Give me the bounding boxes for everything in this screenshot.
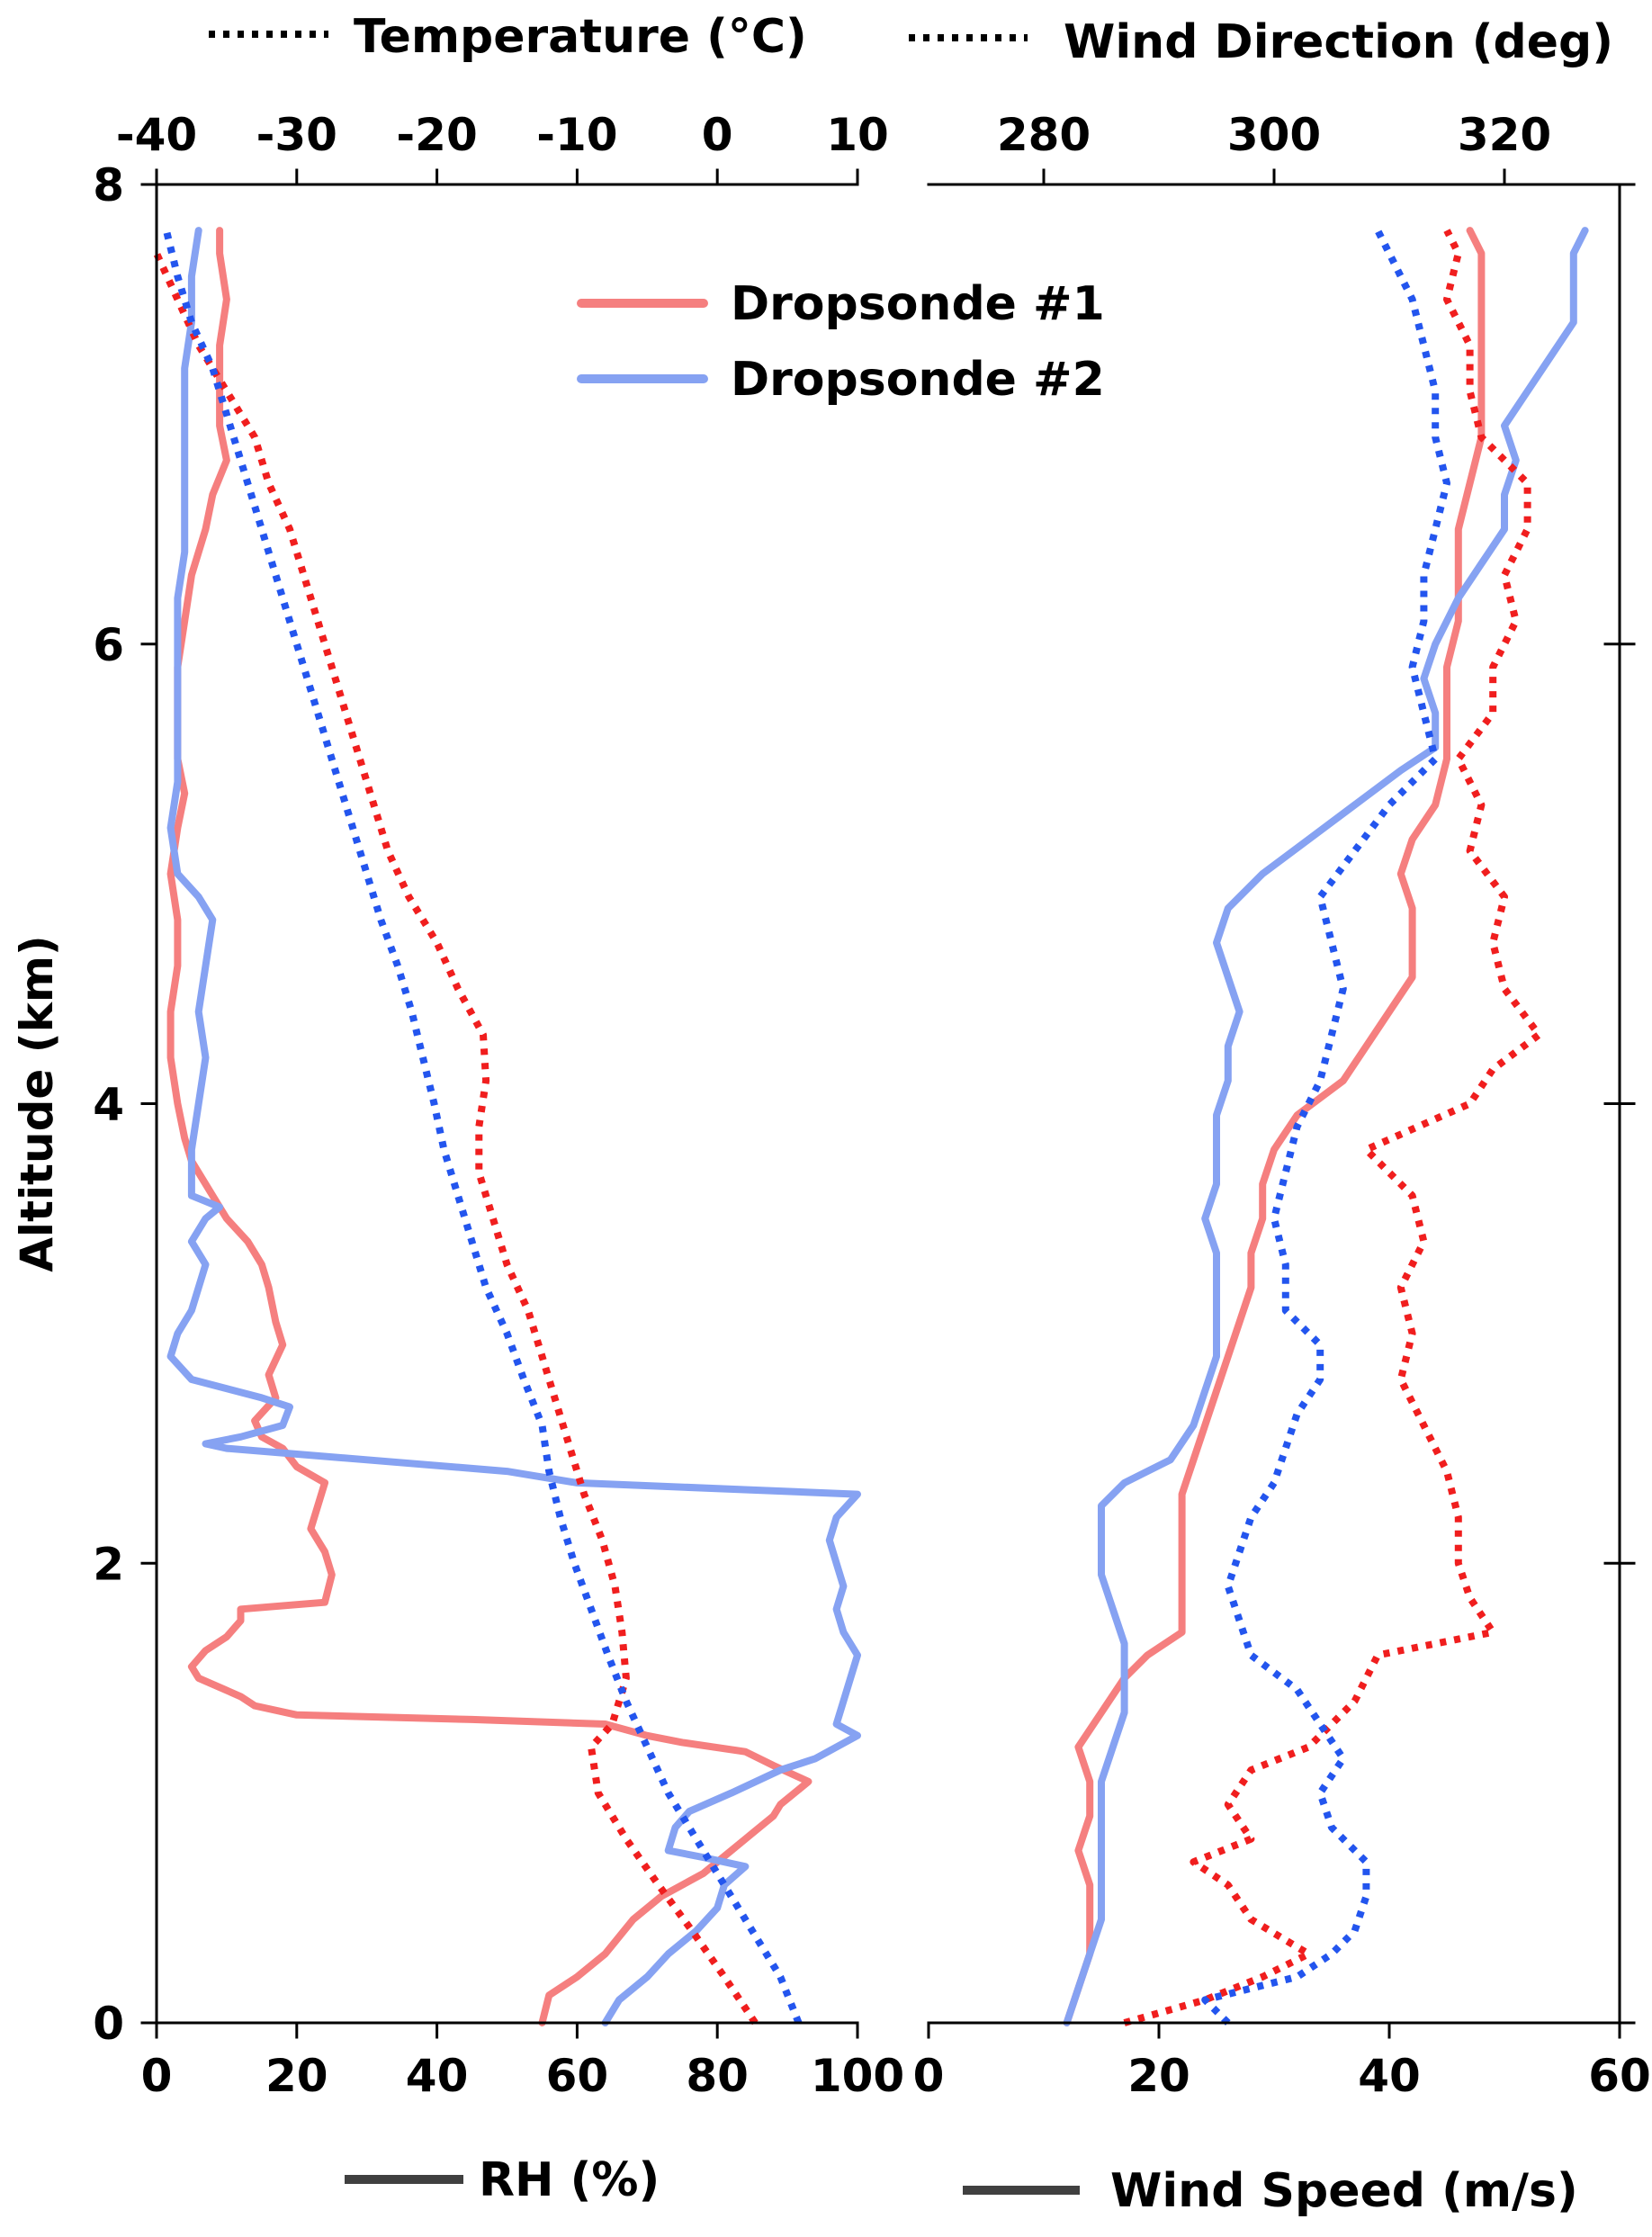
- right-panel: 0 20 40 60 280 300 320: [913, 109, 1651, 2102]
- left-series-group: [153, 227, 861, 2026]
- x-top-tick-label: 10: [826, 109, 889, 161]
- y-tick-label: 8: [93, 159, 124, 211]
- x-top-tick-label: 300: [1227, 109, 1321, 161]
- series-wind-direction-dropsonde-2: [1201, 229, 1450, 2026]
- rh-axis-label: RH (%): [479, 2153, 660, 2207]
- legend: Dropsonde #1 Dropsonde #2: [577, 277, 1105, 407]
- right-axes: 0 20 40 60 280 300 320: [913, 109, 1651, 2102]
- series-rh-dropsonde-2: [166, 227, 861, 2026]
- ws-axis-label: Wind Speed (m/s): [1110, 2164, 1578, 2218]
- series-wind-speed-dropsonde-2: [1063, 227, 1589, 2026]
- series-rh-dropsonde-1: [166, 227, 813, 2026]
- y-tick-label: 2: [93, 1538, 124, 1590]
- series-temperature-dropsonde-1: [153, 251, 759, 2026]
- x-bottom-tick-label: 60: [1588, 2050, 1651, 2102]
- x-bottom-tick-label: 0: [141, 2050, 173, 2102]
- x-bottom-tick-label: 40: [406, 2050, 469, 2102]
- x-top-tick-label: -40: [116, 109, 197, 161]
- x-bottom-tick-label: 80: [686, 2050, 749, 2102]
- legend-label-dropsonde-2: Dropsonde #2: [731, 353, 1105, 407]
- x-bottom-tick-label: 0: [913, 2050, 945, 2102]
- legend-label-dropsonde-1: Dropsonde #1: [731, 277, 1105, 331]
- wd-axis-label: Wind Direction (deg): [1064, 15, 1613, 69]
- x-top-tick-label: 320: [1458, 109, 1551, 161]
- x-bottom-tick-label: 100: [811, 2050, 904, 2102]
- x-bottom-tick-label: 20: [265, 2050, 328, 2102]
- right-series-group: [1063, 227, 1589, 2026]
- y-tick-label: 4: [93, 1079, 124, 1131]
- series-wind-speed-dropsonde-1: [1063, 227, 1486, 2026]
- axis-labels: Altitude (km) RH (%) Wind Speed (m/s) Tempe…: [11, 10, 1613, 2218]
- x-bottom-tick-label: 60: [546, 2050, 609, 2102]
- x-top-tick-label: -20: [396, 109, 477, 161]
- y-tick-label: 6: [93, 619, 124, 671]
- y-tick-label: 0: [93, 1998, 124, 2050]
- x-top-tick-label: -10: [536, 109, 617, 161]
- x-bottom-tick-label: 40: [1358, 2050, 1421, 2102]
- x-top-tick-label: 0: [702, 109, 733, 161]
- series-wind-direction-dropsonde-1: [1123, 229, 1543, 2026]
- temp-axis-label: Temperature (°C): [354, 10, 807, 64]
- y-axis-label: Altitude (km): [11, 935, 63, 1272]
- x-top-tick-label: -30: [256, 109, 337, 161]
- x-bottom-tick-label: 20: [1127, 2050, 1190, 2102]
- x-top-tick-label: 280: [997, 109, 1091, 161]
